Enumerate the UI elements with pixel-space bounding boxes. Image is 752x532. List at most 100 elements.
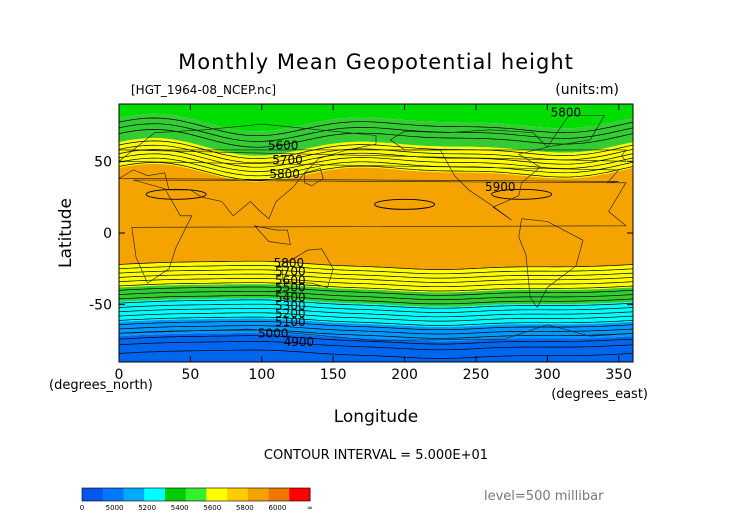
band-7 — [119, 318, 633, 342]
contour-line-17 — [119, 295, 633, 305]
contour-line-11 — [119, 269, 633, 279]
coastline-7 — [304, 168, 324, 187]
colorbar-tick-labels: 0 5000 5200 5400 5600 5800 6000 ∞ — [80, 504, 313, 512]
contour-line-23 — [119, 321, 633, 331]
contour-line-22 — [119, 316, 633, 326]
contour-labels: 5800560057005800590058005700560055005400… — [258, 106, 581, 349]
contour-line-13 — [119, 278, 633, 288]
chart-title: Monthly Mean Geopotential height — [178, 50, 574, 74]
contour-line-24 — [119, 325, 633, 335]
contour-line-10 — [119, 265, 633, 275]
contour-line-20 — [119, 308, 633, 318]
contour-closed-1 — [491, 188, 553, 200]
coastline-8 — [253, 225, 291, 245]
colorbar-tick-label-2: 5200 — [138, 504, 156, 512]
x-unit-label: (degrees_east) — [551, 387, 648, 402]
contour-line-28 — [119, 349, 633, 359]
y-unit-label: (degrees_north) — [49, 378, 153, 393]
colorbar-swatch-3 — [144, 488, 166, 501]
y-tick-label-1: 0 — [103, 226, 112, 242]
x-axis-ticks: 0 50 100 150 200 250 300 350 — [115, 104, 632, 383]
units-label: (units:m) — [555, 82, 619, 98]
contour-label-5: 5800 — [274, 256, 305, 270]
contour-line-15 — [119, 286, 633, 296]
contour-line-5 — [119, 149, 633, 168]
source-file-label: [HGT_1964-08_NCEP.nc] — [131, 83, 276, 97]
contour-line-21 — [119, 312, 633, 322]
colorbar — [81, 487, 311, 502]
band-2 — [119, 138, 633, 182]
colorbar-swatch-10 — [289, 488, 311, 501]
level-label: level=500 millibar — [484, 489, 604, 504]
contour-line-18 — [119, 299, 633, 309]
x-tick-label-7: 350 — [605, 367, 632, 383]
colorbar-swatch-8 — [247, 488, 270, 501]
contour-line-0 — [119, 117, 633, 137]
colorbar-tick-label-1: 5000 — [106, 504, 124, 512]
contour-label-11: 5200 — [275, 306, 306, 320]
contour-label-9: 5400 — [275, 291, 306, 305]
contour-line-9 — [119, 260, 633, 270]
coastline-3 — [389, 129, 548, 221]
x-tick-label-6: 300 — [534, 367, 561, 383]
heatmap-bands — [119, 104, 633, 362]
y-tick-label-0: 50 — [94, 154, 112, 170]
contour-label-2: 5700 — [272, 153, 303, 167]
coastline-4 — [518, 218, 584, 309]
colorbar-tick-label-0: 0 — [80, 504, 84, 512]
x-tick-label-3: 150 — [320, 367, 347, 383]
x-tick-label-5: 250 — [463, 367, 490, 383]
contour-line-26 — [119, 335, 633, 345]
coastline-1 — [131, 179, 627, 284]
coastline-9 — [119, 149, 627, 162]
colorbar-swatch-1 — [102, 488, 124, 501]
contour-line-27 — [119, 341, 633, 351]
contour-label-12: 5100 — [275, 315, 306, 329]
colorbar-tick-label-5: 5800 — [236, 504, 254, 512]
band-0 — [119, 104, 633, 132]
contour-line-2 — [119, 129, 633, 148]
contour-interval-label: CONTOUR INTERVAL = 5.000E+01 — [264, 448, 488, 463]
colorbar-swatch-4 — [164, 488, 187, 501]
colorbar-swatch-2 — [123, 488, 145, 501]
contour-line-14 — [119, 282, 633, 292]
coastline-5 — [546, 115, 605, 148]
contour-label-0: 5800 — [551, 106, 582, 120]
y-axis-label: Latitude — [56, 198, 76, 268]
contour-label-7: 5600 — [275, 273, 306, 287]
contour-closed-2 — [374, 198, 436, 210]
contour-line-1 — [119, 123, 633, 142]
contour-closed-0 — [145, 188, 207, 200]
contour-label-10: 5300 — [275, 299, 306, 313]
colorbar-tick-label-4: 5600 — [203, 504, 221, 512]
contour-lines — [119, 117, 633, 359]
contour-line-7 — [119, 157, 633, 177]
x-tick-label-2: 100 — [248, 367, 275, 383]
colorbar-swatch-9 — [268, 488, 290, 501]
contour-label-13: 5000 — [258, 326, 289, 340]
coastline-6 — [119, 324, 633, 362]
x-tick-label-1: 50 — [181, 367, 199, 383]
colorbar-tick-label-6: 6000 — [269, 504, 287, 512]
colorbar-swatch-0 — [82, 488, 104, 501]
contour-line-12 — [119, 273, 633, 283]
coastline-map — [119, 115, 633, 362]
contour-label-4: 5900 — [485, 180, 516, 194]
x-tick-label-4: 200 — [391, 367, 418, 383]
contour-label-3: 5800 — [269, 167, 300, 181]
contour-line-8 — [119, 162, 633, 181]
band-1 — [119, 113, 633, 156]
band-6 — [119, 298, 633, 327]
x-tick-label-0: 0 — [115, 367, 124, 383]
coastline-2 — [281, 248, 334, 288]
coastline-0 — [119, 123, 620, 220]
y-tick-label-2: -50 — [89, 298, 112, 314]
colorbar-tick-label-3: 5400 — [171, 504, 189, 512]
contour-label-14: 4900 — [284, 335, 315, 349]
colorbar-swatch-7 — [227, 488, 249, 501]
contour-line-19 — [119, 303, 633, 313]
colorbar-swatch-6 — [206, 488, 228, 501]
y-axis-ticks: 50 0 -50 — [89, 154, 633, 314]
contour-label-1: 5600 — [268, 139, 299, 153]
